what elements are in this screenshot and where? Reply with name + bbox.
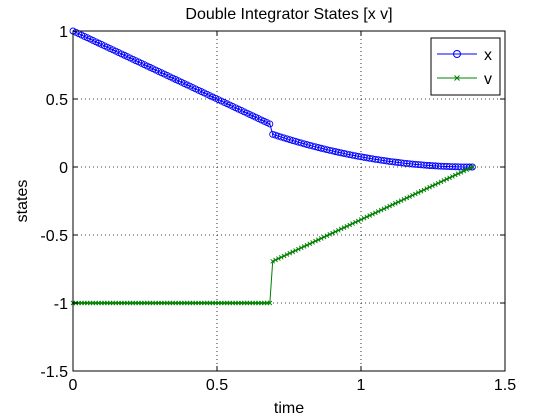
series-v-point	[290, 249, 295, 255]
series-v-point	[435, 180, 441, 186]
series-v-point	[452, 172, 458, 178]
series-v-point	[418, 188, 424, 194]
ticks: 0 0.5 1 1.5 -1.5 -1 -0.5 0 0.5 1	[40, 24, 516, 394]
series-v-point	[287, 250, 293, 256]
chart-title: Double Integrator States [x v]	[185, 6, 392, 23]
series-v-point	[316, 237, 321, 243]
series-v-point	[450, 174, 455, 179]
series-v-point	[310, 240, 315, 245]
series-v-point	[298, 245, 304, 251]
series-v-point	[367, 213, 373, 218]
series-v-point	[430, 183, 435, 189]
series-v-point	[276, 256, 281, 261]
series-v-point	[313, 238, 318, 244]
series-v-point	[364, 214, 370, 220]
series-v-point	[438, 179, 444, 185]
series-v-point	[307, 241, 313, 247]
legend-box	[430, 37, 501, 96]
x-tick-label: 1	[357, 377, 366, 394]
series-v-point	[327, 232, 333, 237]
series-v-point	[387, 203, 392, 209]
series-v-point	[455, 171, 461, 177]
series-v-point	[464, 167, 470, 173]
series-v-point	[267, 300, 273, 306]
series-x-point	[468, 163, 476, 171]
series-v-point	[384, 205, 390, 210]
series-v-point	[350, 221, 355, 226]
series-x-point	[266, 120, 274, 128]
x-tick-label: 1.5	[494, 377, 516, 394]
series-v-point	[281, 253, 287, 259]
series-v-point	[270, 258, 276, 264]
series-v-point	[410, 192, 415, 198]
series-v-point	[273, 257, 278, 263]
series-v-point	[301, 244, 307, 249]
series-v-point	[458, 170, 464, 175]
series-v-point	[461, 168, 467, 174]
series-v-point	[341, 225, 347, 230]
series-v-point	[467, 166, 472, 171]
series-v-point	[333, 229, 338, 234]
series-v-point	[355, 218, 361, 224]
series-v-point	[407, 194, 412, 199]
series-v-point	[447, 175, 452, 181]
series-v-point	[361, 215, 367, 221]
series-v-point	[330, 230, 335, 236]
series-v-point	[358, 217, 364, 222]
series-v-point	[324, 233, 330, 239]
series-v-point	[470, 164, 475, 170]
series-v-point	[347, 222, 353, 228]
series-v-point	[378, 207, 384, 213]
series-v-point	[398, 198, 404, 203]
series-v-point	[427, 184, 432, 190]
series-v-point	[393, 201, 398, 206]
series-v-point	[338, 226, 344, 232]
y-tick-label: 1	[59, 24, 68, 41]
series-v-point	[344, 223, 350, 229]
series-v-point	[370, 211, 375, 217]
legend-v-label: v	[484, 71, 492, 88]
series-v-point	[296, 246, 301, 252]
series-v-point	[375, 209, 381, 214]
y-tick-label: -1.5	[40, 364, 68, 381]
series-v-point	[278, 254, 284, 260]
series-v-point	[441, 178, 447, 183]
series-v-point	[318, 236, 324, 241]
series-layer	[69, 27, 476, 306]
series-v-point	[353, 219, 358, 225]
y-tick-label: -0.5	[40, 228, 68, 245]
y-tick-label: -1	[54, 296, 68, 313]
series-v-point	[335, 227, 341, 233]
legend-x-marker	[453, 50, 461, 58]
y-axis-label: states	[14, 180, 31, 223]
series-v-point	[421, 187, 427, 193]
series-v-point	[424, 186, 430, 191]
series-v-point	[284, 252, 290, 257]
series-v-point	[401, 197, 407, 202]
series-v-point	[373, 210, 378, 216]
y-tick-label: 0.5	[46, 92, 68, 109]
x-tick-label: 0	[69, 377, 78, 394]
series-v-point	[432, 182, 438, 187]
legend-v-marker	[454, 75, 460, 81]
series-v-point	[444, 176, 450, 182]
series-v-point	[413, 191, 418, 197]
series-v-point	[415, 190, 421, 195]
legend-x-label: x	[484, 47, 492, 64]
series-v-point	[321, 234, 327, 240]
series-v-point	[404, 195, 410, 201]
legend: xv	[430, 37, 501, 96]
series-v-point	[293, 248, 298, 253]
series-v-point	[381, 206, 387, 212]
series-v-point	[390, 202, 395, 208]
grid	[73, 31, 505, 371]
x-axis-label: time	[274, 400, 304, 417]
x-tick-label: 0.5	[206, 377, 228, 394]
series-v-point	[395, 199, 401, 205]
series-v-point	[304, 242, 310, 248]
y-tick-label: 0	[59, 160, 68, 177]
axes-box	[72, 30, 506, 372]
